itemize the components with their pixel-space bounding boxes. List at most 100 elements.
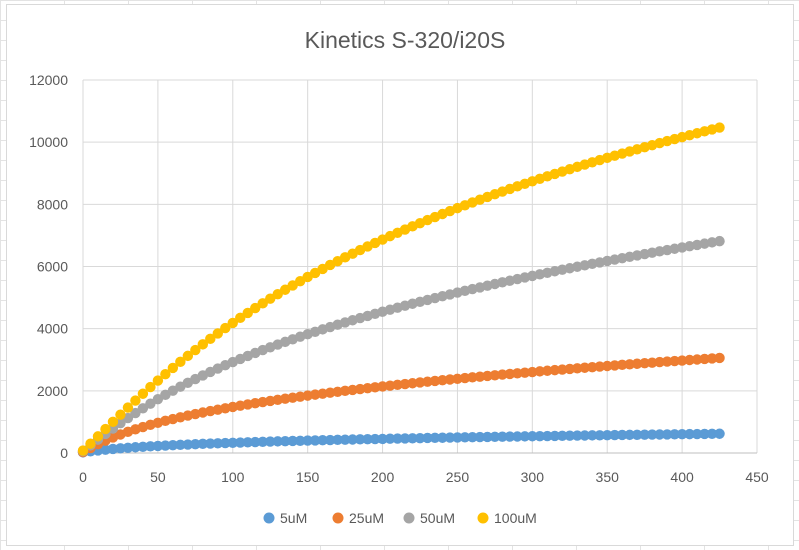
data-point (399, 378, 411, 390)
data-point (474, 431, 486, 443)
data-point (100, 444, 111, 455)
data-point (459, 372, 471, 384)
data-point (624, 359, 635, 370)
x-tick-label: 100 (221, 469, 245, 485)
data-point (145, 398, 156, 409)
data-point (167, 362, 179, 374)
data-point (512, 431, 523, 442)
data-point (137, 388, 149, 399)
data-point (602, 429, 613, 441)
data-point (160, 368, 171, 380)
x-tick-label: 450 (745, 469, 769, 485)
data-point (489, 431, 501, 443)
data-point (145, 381, 156, 393)
data-point (122, 442, 134, 453)
data-point (339, 434, 351, 445)
chart-area[interactable] (6, 4, 794, 546)
data-point (646, 429, 658, 440)
data-point (676, 355, 688, 366)
data-point (557, 364, 568, 375)
data-point (407, 378, 418, 389)
x-tick-label: 400 (670, 469, 694, 485)
data-point (392, 379, 403, 391)
data-point (609, 429, 620, 441)
data-point (377, 433, 388, 445)
data-point (190, 438, 201, 450)
data-point (235, 437, 246, 448)
data-point (220, 437, 231, 449)
data-point (714, 352, 725, 364)
data-point (414, 432, 426, 444)
data-point (579, 430, 590, 441)
series-5uM (77, 428, 725, 458)
legend-label: 50uM (420, 510, 455, 526)
data-point (227, 317, 238, 329)
data-point (212, 438, 223, 449)
data-point (706, 428, 718, 440)
y-tick-label: 8000 (37, 196, 68, 212)
plot-series (77, 122, 725, 458)
data-point (602, 360, 613, 372)
data-point (669, 355, 680, 367)
data-point (699, 428, 710, 440)
data-point (661, 356, 673, 367)
data-point (309, 435, 321, 446)
legend-label: 5uM (280, 510, 307, 526)
data-point (437, 375, 448, 386)
data-point (564, 363, 575, 375)
data-point (115, 443, 126, 454)
data-point (684, 428, 695, 440)
data-point (699, 353, 710, 365)
legend-label: 25uM (349, 510, 384, 526)
data-point (250, 436, 261, 448)
data-point (384, 433, 396, 444)
y-tick-label: 2000 (37, 383, 68, 399)
data-point (130, 407, 141, 419)
data-point (684, 354, 695, 366)
legend-marker-50uM (403, 512, 415, 524)
data-point (145, 441, 156, 452)
data-point (714, 122, 725, 133)
data-point (512, 368, 523, 379)
x-tick-label: 150 (296, 469, 320, 485)
data-point (302, 435, 313, 446)
data-point (482, 370, 493, 382)
legend-label: 100uM (494, 510, 537, 526)
data-point (235, 312, 246, 324)
data-point (407, 433, 418, 444)
x-tick-label: 350 (596, 469, 620, 485)
data-point (691, 428, 703, 440)
data-point (572, 363, 583, 374)
data-point (549, 430, 560, 442)
data-point (77, 445, 89, 456)
data-point (265, 436, 276, 447)
data-point (369, 433, 381, 445)
data-point (467, 372, 478, 383)
data-point (250, 302, 261, 314)
data-point (631, 358, 643, 369)
data-point (691, 354, 703, 365)
data-point (534, 430, 546, 442)
y-tick-label: 12000 (29, 72, 68, 88)
x-tick-label: 250 (446, 469, 470, 485)
data-point (227, 437, 238, 448)
data-point (130, 395, 141, 406)
data-point (197, 438, 209, 450)
data-point (527, 431, 538, 442)
legend: 5uM 25uM 50uM 100uM (263, 510, 537, 526)
data-point (205, 333, 216, 345)
data-point (459, 432, 471, 443)
data-point (534, 366, 546, 377)
data-point (429, 375, 441, 387)
data-point (452, 373, 463, 384)
data-point (572, 430, 583, 441)
data-point (706, 353, 718, 364)
series-25uM (77, 352, 725, 458)
data-point (212, 328, 223, 339)
data-point (549, 364, 560, 376)
series-100uM (77, 122, 725, 456)
data-point (220, 322, 231, 334)
data-point (137, 441, 149, 452)
data-point (527, 366, 538, 378)
data-point (587, 361, 598, 373)
